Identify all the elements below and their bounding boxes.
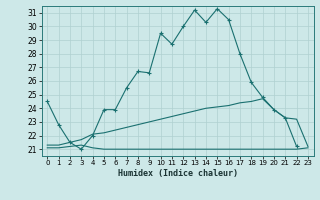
X-axis label: Humidex (Indice chaleur): Humidex (Indice chaleur) <box>118 169 237 178</box>
